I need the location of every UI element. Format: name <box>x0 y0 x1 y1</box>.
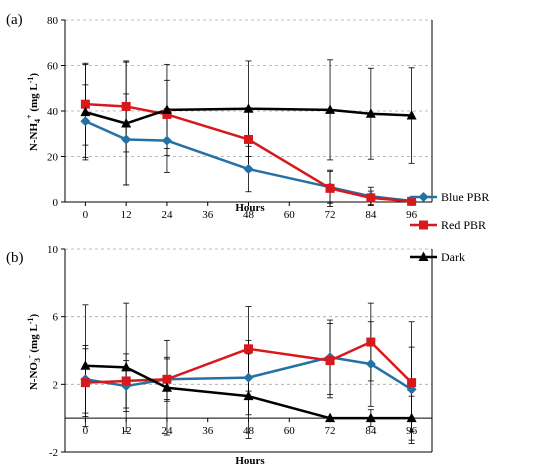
panel-b-point-dark <box>161 382 172 392</box>
panel-a-point-dark <box>406 110 417 120</box>
panel-b-point-red <box>121 376 131 386</box>
panel-a-point-dark <box>243 103 254 113</box>
panel-a-ylabel: N-NH4+ (mg L-1) <box>25 73 42 152</box>
panel-a-point-red <box>121 101 131 111</box>
legend-label-dark: Dark <box>441 250 465 264</box>
panel-a-y-tick-label: 80 <box>47 15 59 27</box>
panel-b-point-dark <box>121 361 132 372</box>
panel-a-point-red <box>80 99 90 109</box>
legend: Blue PBR Red PBR Dark <box>410 190 489 264</box>
panel-b-xlabel: Hours <box>235 455 265 467</box>
panel-b-point-red <box>80 378 90 388</box>
panel-b-y-tick-label: 2 <box>53 379 59 391</box>
panel-b-y-tick-label: -2 <box>49 447 58 459</box>
panel-b-x-tick-label: 0 <box>83 425 89 437</box>
panel-b-series <box>80 302 417 444</box>
panel-a-y-tick-label: 0 <box>53 197 59 209</box>
panel-a-label: (a) <box>6 12 23 28</box>
panel-a-point-red <box>244 134 253 144</box>
legend-label-blue: Blue PBR <box>441 190 489 204</box>
panel-b-x-tick-label: 72 <box>325 425 336 437</box>
panel-b-point-red <box>366 337 376 347</box>
panel-a-y-tick-label: 60 <box>47 61 59 73</box>
panel-a-x-tick-label: 24 <box>161 209 173 221</box>
legend-item-dark: Dark <box>410 250 465 264</box>
panel-b-point-red <box>244 344 253 354</box>
panel-a-x-tick-label: 84 <box>365 209 377 221</box>
panel-b-point-red <box>162 374 172 384</box>
panel-a-x-tick-label: 72 <box>325 209 336 221</box>
legend-item-blue-pbr: Blue PBR <box>410 190 489 204</box>
legend-marker-dark <box>418 251 429 261</box>
panel-a-y-tick-label: 20 <box>47 152 59 164</box>
panel-a-point-blue <box>121 134 132 145</box>
panel-a-point-dark <box>365 108 376 118</box>
panel-a-y-tick-label: 40 <box>47 106 59 118</box>
panel-a-point-dark <box>161 104 172 114</box>
panel-b-point-dark <box>243 390 254 401</box>
panel-b-point-blue <box>365 359 376 370</box>
panel-a-point-dark <box>325 104 336 114</box>
panel-b-point-blue <box>243 372 254 383</box>
panel-b-point-dark <box>406 412 417 423</box>
panel-b-point-red <box>325 356 335 366</box>
panel-a-point-red <box>407 196 417 206</box>
panel-b-point-dark <box>80 360 91 370</box>
panel-a-x-tick-label: 36 <box>202 209 214 221</box>
panel-b-ylabel: N-NO3- (mg L-1) <box>25 314 42 391</box>
panel-a-series <box>80 59 417 207</box>
panel-b-label: (b) <box>6 250 24 266</box>
panel-a-point-dark <box>80 106 91 117</box>
panel-a-xlabel: Hours <box>235 202 265 214</box>
panel-a-x-ticks: 0 12 24 36 48 60 72 84 96 <box>83 202 418 221</box>
panel-a-point-red <box>162 109 172 119</box>
panel-a-y-ticks: 0 20 40 60 80 <box>47 15 65 209</box>
panel-b-y-tick-label: 10 <box>47 244 59 256</box>
legend-label-red: Red PBR <box>441 218 486 232</box>
panel-a-x-tick-label: 48 <box>243 209 255 221</box>
panel-a-x-tick-label: 96 <box>406 209 418 221</box>
panel-a-point-blue <box>80 116 91 127</box>
legend-item-red-pbr: Red PBR <box>410 218 486 232</box>
panel-a-point-dark <box>121 118 132 128</box>
panel-b-point-dark <box>325 412 336 423</box>
panel-a-x-tick-label: 60 <box>284 209 296 221</box>
panel-a-point-red <box>366 193 376 203</box>
legend-marker-red <box>419 220 428 230</box>
legend-marker-blue <box>418 192 429 202</box>
panel-b-x-tick-label: 84 <box>365 425 377 437</box>
panel-b-point-dark <box>365 412 376 423</box>
panel-a: (a) N-NH4+ (mg L-1) 0 20 40 60 80 0 12 24 36 48 6… <box>6 12 433 221</box>
panel-a-x-tick-label: 0 <box>83 209 89 221</box>
panel-b-y-tick-label: 6 <box>53 312 59 324</box>
panel-a-x-tick-label: 12 <box>121 209 132 221</box>
panel-a-point-blue <box>243 164 254 175</box>
panel-b-point-red <box>407 378 417 388</box>
panel-b-x-tick-label: 60 <box>284 425 296 437</box>
panel-a-point-red <box>325 183 335 193</box>
panel-a-point-blue <box>161 135 172 146</box>
panel-b-y-ticks: -2 2 6 10 <box>47 244 65 459</box>
panel-b-x-tick-label: 36 <box>202 425 214 437</box>
